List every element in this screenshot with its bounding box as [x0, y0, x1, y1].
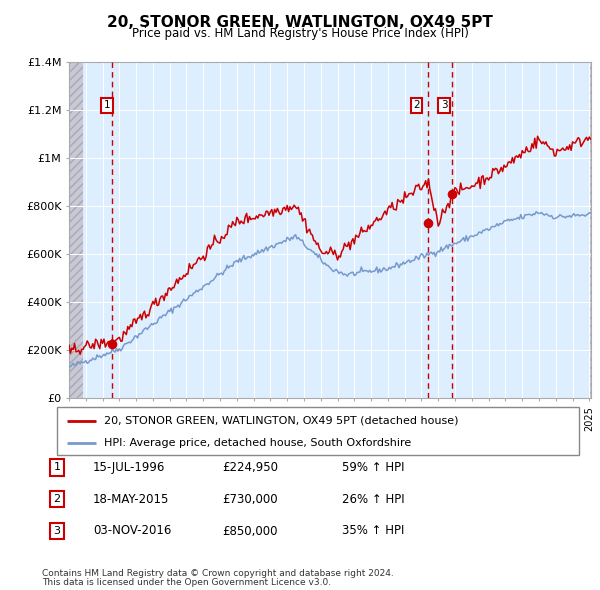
Text: 1: 1 [103, 100, 110, 110]
Text: Contains HM Land Registry data © Crown copyright and database right 2024.: Contains HM Land Registry data © Crown c… [42, 569, 394, 578]
Point [423, 218, 433, 228]
Bar [69, 62, 83, 398]
Text: 1: 1 [53, 463, 61, 472]
Text: 20, STONOR GREEN, WATLINGTON, OX49 5PT: 20, STONOR GREEN, WATLINGTON, OX49 5PT [107, 15, 493, 30]
Text: 3: 3 [441, 100, 448, 110]
Text: 20, STONOR GREEN, WATLINGTON, OX49 5PT (detached house): 20, STONOR GREEN, WATLINGTON, OX49 5PT (… [104, 415, 458, 425]
Text: 18-MAY-2015: 18-MAY-2015 [93, 493, 169, 506]
Text: £224,950: £224,950 [222, 461, 278, 474]
Text: 35% ↑ HPI: 35% ↑ HPI [342, 525, 404, 537]
Text: 2: 2 [413, 100, 420, 110]
Point [448, 189, 457, 199]
Text: 15-JUL-1996: 15-JUL-1996 [93, 461, 166, 474]
Point [107, 339, 116, 349]
Text: 26% ↑ HPI: 26% ↑ HPI [342, 493, 404, 506]
Text: 3: 3 [53, 526, 61, 536]
Text: This data is licensed under the Open Government Licence v3.0.: This data is licensed under the Open Gov… [42, 578, 331, 587]
Text: 2: 2 [53, 494, 61, 504]
Text: 03-NOV-2016: 03-NOV-2016 [93, 525, 172, 537]
Text: Price paid vs. HM Land Registry's House Price Index (HPI): Price paid vs. HM Land Registry's House … [131, 27, 469, 40]
Text: 59% ↑ HPI: 59% ↑ HPI [342, 461, 404, 474]
Text: £730,000: £730,000 [222, 493, 278, 506]
Bar [589, 62, 595, 398]
Text: £850,000: £850,000 [222, 525, 277, 537]
Text: HPI: Average price, detached house, South Oxfordshire: HPI: Average price, detached house, Sout… [104, 438, 411, 448]
